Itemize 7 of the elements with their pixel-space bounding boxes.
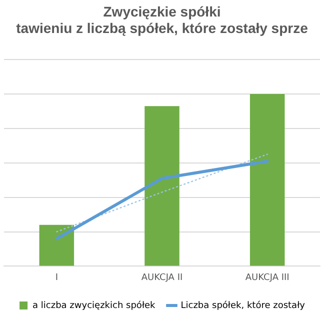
legend-label: a liczba zwycięzkich spółek: [32, 300, 156, 311]
legend-label: Liczba spółek, które zostały: [180, 300, 306, 311]
text: Zwycięzkie spółki: [103, 3, 221, 20]
x-tick-label: AUKCJA II: [141, 272, 183, 283]
x-tick-label: AUKCJA III: [245, 272, 290, 283]
text: tawieniu z liczbą spółek, które zostały sprze: [16, 20, 308, 36]
x-tick-label: I: [55, 272, 58, 283]
